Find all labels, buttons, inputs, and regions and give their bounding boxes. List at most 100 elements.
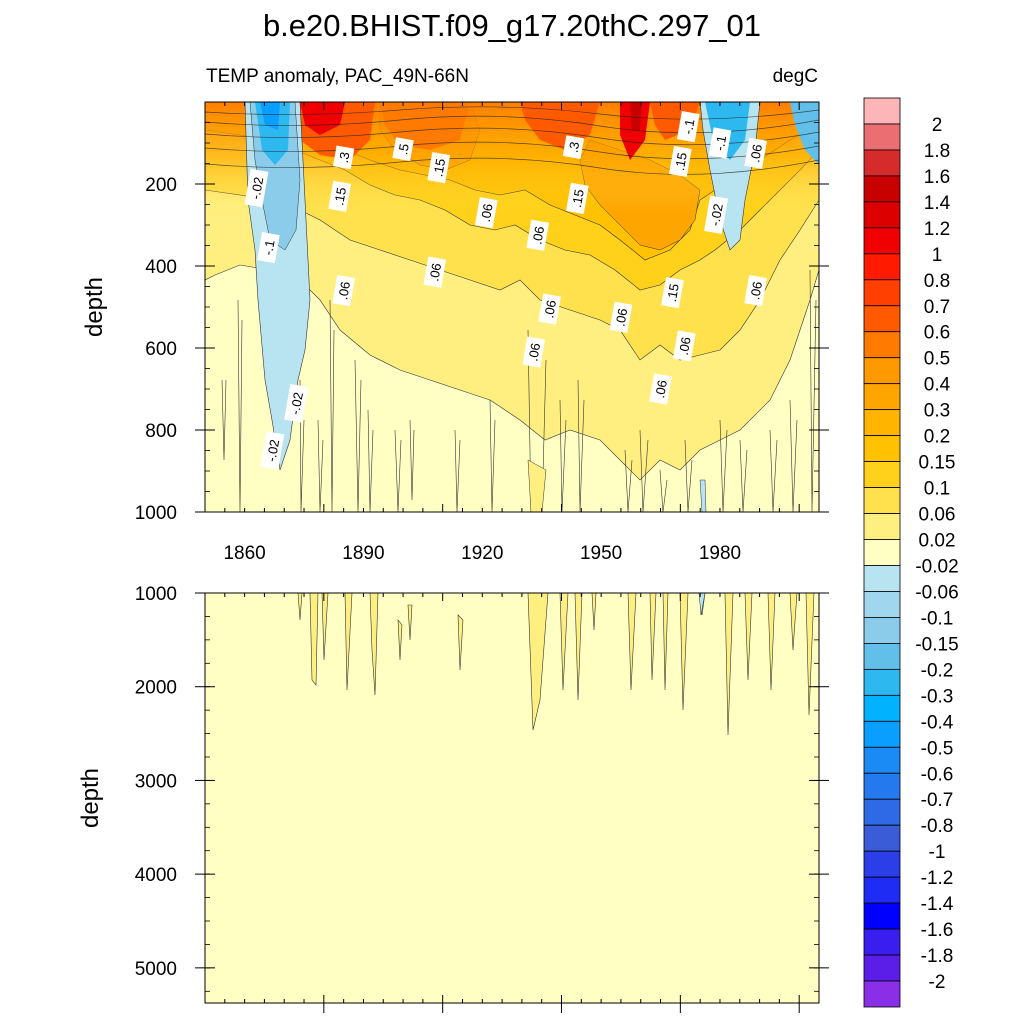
colorbar-swatch: [863, 565, 901, 592]
y-tick-label: 600: [145, 339, 177, 360]
colorbar-swatch: [863, 175, 901, 203]
colorbar-swatch: [863, 357, 901, 385]
contour-label-text: .15: [430, 157, 448, 177]
lower-panel: 1000 2000 3000 4000 5000: [135, 584, 829, 1013]
contour-label-box: [423, 256, 447, 288]
colorbar-swatch: [863, 487, 901, 514]
upper-y-axis-label: depth: [81, 277, 108, 337]
colorbar-label: -1.4: [921, 894, 954, 915]
warm-streak: [527, 459, 547, 512]
colorbar-swatch: [863, 539, 901, 566]
colorbar-swatch: [863, 954, 901, 982]
chart-title: b.e20.BHIST.f09_g17.20thC.297_01: [263, 8, 761, 43]
contour-label-box: [676, 111, 700, 143]
contour-label: .15: [328, 180, 352, 212]
colorbar-label: 2: [932, 115, 943, 136]
contour-label: -.02: [244, 168, 269, 208]
cold-patch-far-right: [790, 102, 819, 165]
contour-label-text: -.1: [712, 134, 729, 152]
surface-contours: [205, 106, 819, 175]
colorbar-swatch: [863, 253, 901, 281]
contour-label-text: .06: [652, 379, 670, 399]
x-tick-label: 1980: [699, 543, 741, 564]
colorbar-swatch: [863, 513, 901, 540]
contour-label-box: [566, 182, 589, 214]
colorbar-label: 1.4: [924, 193, 951, 214]
colorbar-swatch: [863, 409, 901, 437]
colorbar-label: 1.2: [924, 219, 950, 240]
contour-label: .15: [566, 182, 589, 214]
colorbar-swatch: [863, 617, 901, 644]
contour-label: -.1: [708, 127, 732, 159]
contour-label-text: .06: [478, 203, 496, 223]
colorbar-label: 1.6: [924, 167, 950, 188]
lower-y-axis-label: depth: [77, 768, 104, 828]
contour-label-box: [672, 330, 696, 362]
contour-label: .15: [669, 145, 692, 178]
colorbar-label: 0.1: [924, 479, 950, 500]
contour-label: .06: [522, 336, 546, 368]
contour-label-box: [474, 197, 498, 229]
contour-label: .06: [423, 256, 447, 288]
contour-label: -.02: [284, 384, 309, 423]
contour-label-box: [260, 431, 285, 470]
colorbar-label: 0.5: [924, 349, 950, 370]
contour-label-text: .06: [747, 143, 765, 163]
contour-label: .06: [332, 275, 355, 307]
colorbar-swatch: [863, 201, 901, 229]
colorbar-label: -0.7: [921, 790, 954, 811]
x-tick-label: 1950: [580, 543, 622, 564]
contour-label-text: -.02: [264, 438, 283, 463]
contour-label-text: -.02: [707, 203, 726, 228]
contour-label-text: .06: [426, 262, 444, 282]
contour-label-text: .06: [541, 299, 559, 319]
colorbar-swatch: [863, 694, 901, 722]
colorbar-label: -0.8: [921, 816, 954, 837]
colorbar-label: 0.06: [919, 505, 956, 526]
colorbar-label: 0.7: [924, 297, 950, 318]
colorbar-swatch: [863, 591, 901, 618]
colorbar-swatch: [863, 798, 901, 826]
contour-label-text: .06: [747, 280, 765, 300]
colorbar-swatch: [863, 383, 901, 411]
deep-streaks: [297, 593, 815, 736]
contour-label: .06: [609, 301, 633, 333]
colorbar-swatch: [863, 123, 901, 151]
colorbar-label: 1.8: [924, 141, 950, 162]
colorbar-swatch: [863, 279, 901, 307]
colorbar-label: -0.5: [921, 738, 954, 759]
contour-label-box: [257, 231, 280, 264]
colorbar-label: 0.4: [924, 375, 951, 396]
contour-label-text: -.1: [260, 239, 277, 257]
contour-label-text: .3: [566, 141, 583, 154]
colorbar-label: -0.2: [921, 660, 954, 681]
colorbar-swatch: [863, 227, 901, 255]
contour-label: .06: [474, 197, 498, 229]
colorbar-label: -1.6: [921, 920, 954, 941]
colorbar-swatch: [863, 97, 901, 125]
contour-label-box: [669, 145, 692, 178]
colorbar-swatch: [863, 980, 901, 1008]
variable-label: TEMP anomaly, PAC_49N-66N: [206, 66, 469, 87]
colorbar-label: 0.02: [919, 531, 956, 552]
colorbar: 2 1.8 1.6 1.4 1.2 1 0.8 0.7 0.6 0.5 0.4 0.3 0.2 0.15 0…: [863, 97, 959, 1008]
colorbar-swatch: [863, 149, 901, 177]
colorbar-label: -0.06: [915, 582, 958, 603]
surface-blob: [380, 102, 470, 150]
contour-label: .06: [672, 330, 696, 362]
contour-label-box: [704, 195, 728, 235]
colorbar-label: -2: [929, 972, 946, 993]
colorbar-label: -1.8: [921, 946, 954, 967]
contour-label-box: [244, 168, 269, 208]
surface-blob: [630, 102, 642, 130]
cold-column-top2: [260, 102, 280, 130]
units-label: degC: [773, 66, 818, 87]
contour-label-box: [332, 275, 355, 307]
contour-label: .5: [392, 137, 414, 162]
colorbar-swatch: [863, 643, 901, 670]
colorbar-label: -0.02: [915, 556, 958, 577]
lower-background-field: [205, 593, 819, 1003]
colorbar-label: 0.3: [924, 401, 950, 422]
contour-label-box: [538, 293, 561, 325]
colorbar-swatch: [863, 461, 901, 488]
